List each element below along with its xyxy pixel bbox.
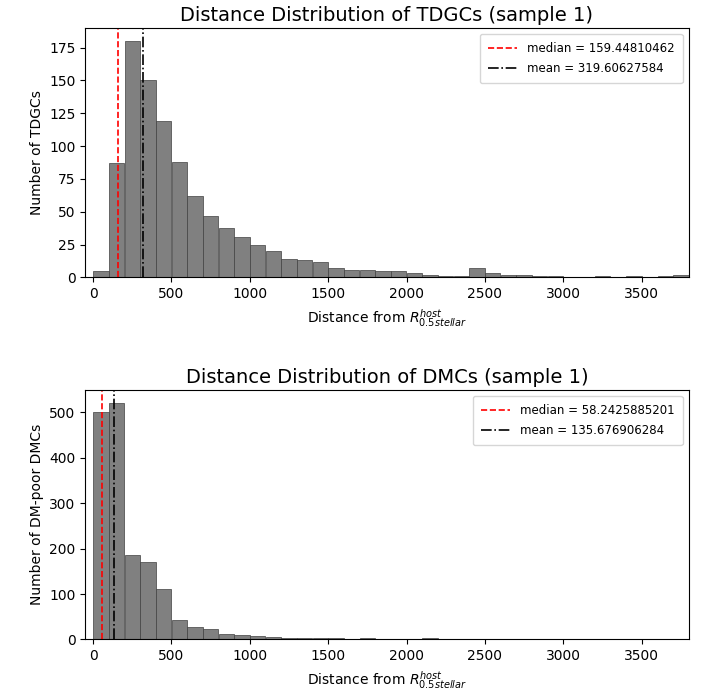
Bar [187,196,202,277]
Bar [187,627,202,639]
Bar [407,274,422,277]
Bar [391,271,406,277]
Bar [312,261,328,277]
Legend: median = 58.2425885201, mean = 135.676906284: median = 58.2425885201, mean = 135.67690… [473,395,683,445]
Bar [203,630,218,639]
Bar [532,276,547,277]
Bar [234,237,250,277]
Bar [203,215,218,277]
Bar [93,271,109,277]
Bar [485,274,501,277]
Bar [250,636,266,639]
Bar [516,275,532,277]
Bar [172,162,187,277]
Title: Distance Distribution of DMCs (sample 1): Distance Distribution of DMCs (sample 1) [185,368,589,387]
Bar [657,276,673,277]
Bar [673,275,689,277]
Bar [595,276,610,277]
Bar [140,81,155,277]
Bar [376,271,391,277]
Bar [156,589,171,639]
Bar [344,270,359,277]
Bar [219,634,234,639]
X-axis label: Distance from $R_{0.5stellar}^{host}$: Distance from $R_{0.5stellar}^{host}$ [307,669,467,691]
Bar [454,276,469,277]
Bar [297,261,312,277]
Bar [548,276,563,277]
Bar [312,638,328,639]
Bar [124,555,140,639]
Y-axis label: Number of TDGCs: Number of TDGCs [30,90,43,215]
Bar [109,163,124,277]
Bar [626,276,642,277]
Bar [501,275,516,277]
Bar [219,227,234,277]
Title: Distance Distribution of TDGCs (sample 1): Distance Distribution of TDGCs (sample 1… [180,6,594,25]
Bar [328,268,344,277]
Bar [281,259,297,277]
Bar [266,251,281,277]
Y-axis label: Number of DM-poor DMCs: Number of DM-poor DMCs [30,424,43,605]
Bar [469,268,485,277]
X-axis label: Distance from $R_{0.5stellar}^{host}$: Distance from $R_{0.5stellar}^{host}$ [307,306,467,329]
Bar [124,41,140,277]
Bar [281,637,297,639]
Bar [266,637,281,639]
Bar [297,638,312,639]
Bar [140,562,155,639]
Bar [422,275,438,277]
Bar [234,635,250,639]
Bar [438,276,454,277]
Bar [93,412,109,639]
Bar [172,620,187,639]
Bar [109,403,124,639]
Bar [156,121,171,277]
Legend: median = 159.44810462, mean = 319.60627584: median = 159.44810462, mean = 319.606275… [480,33,683,83]
Bar [250,245,266,277]
Bar [360,270,375,277]
